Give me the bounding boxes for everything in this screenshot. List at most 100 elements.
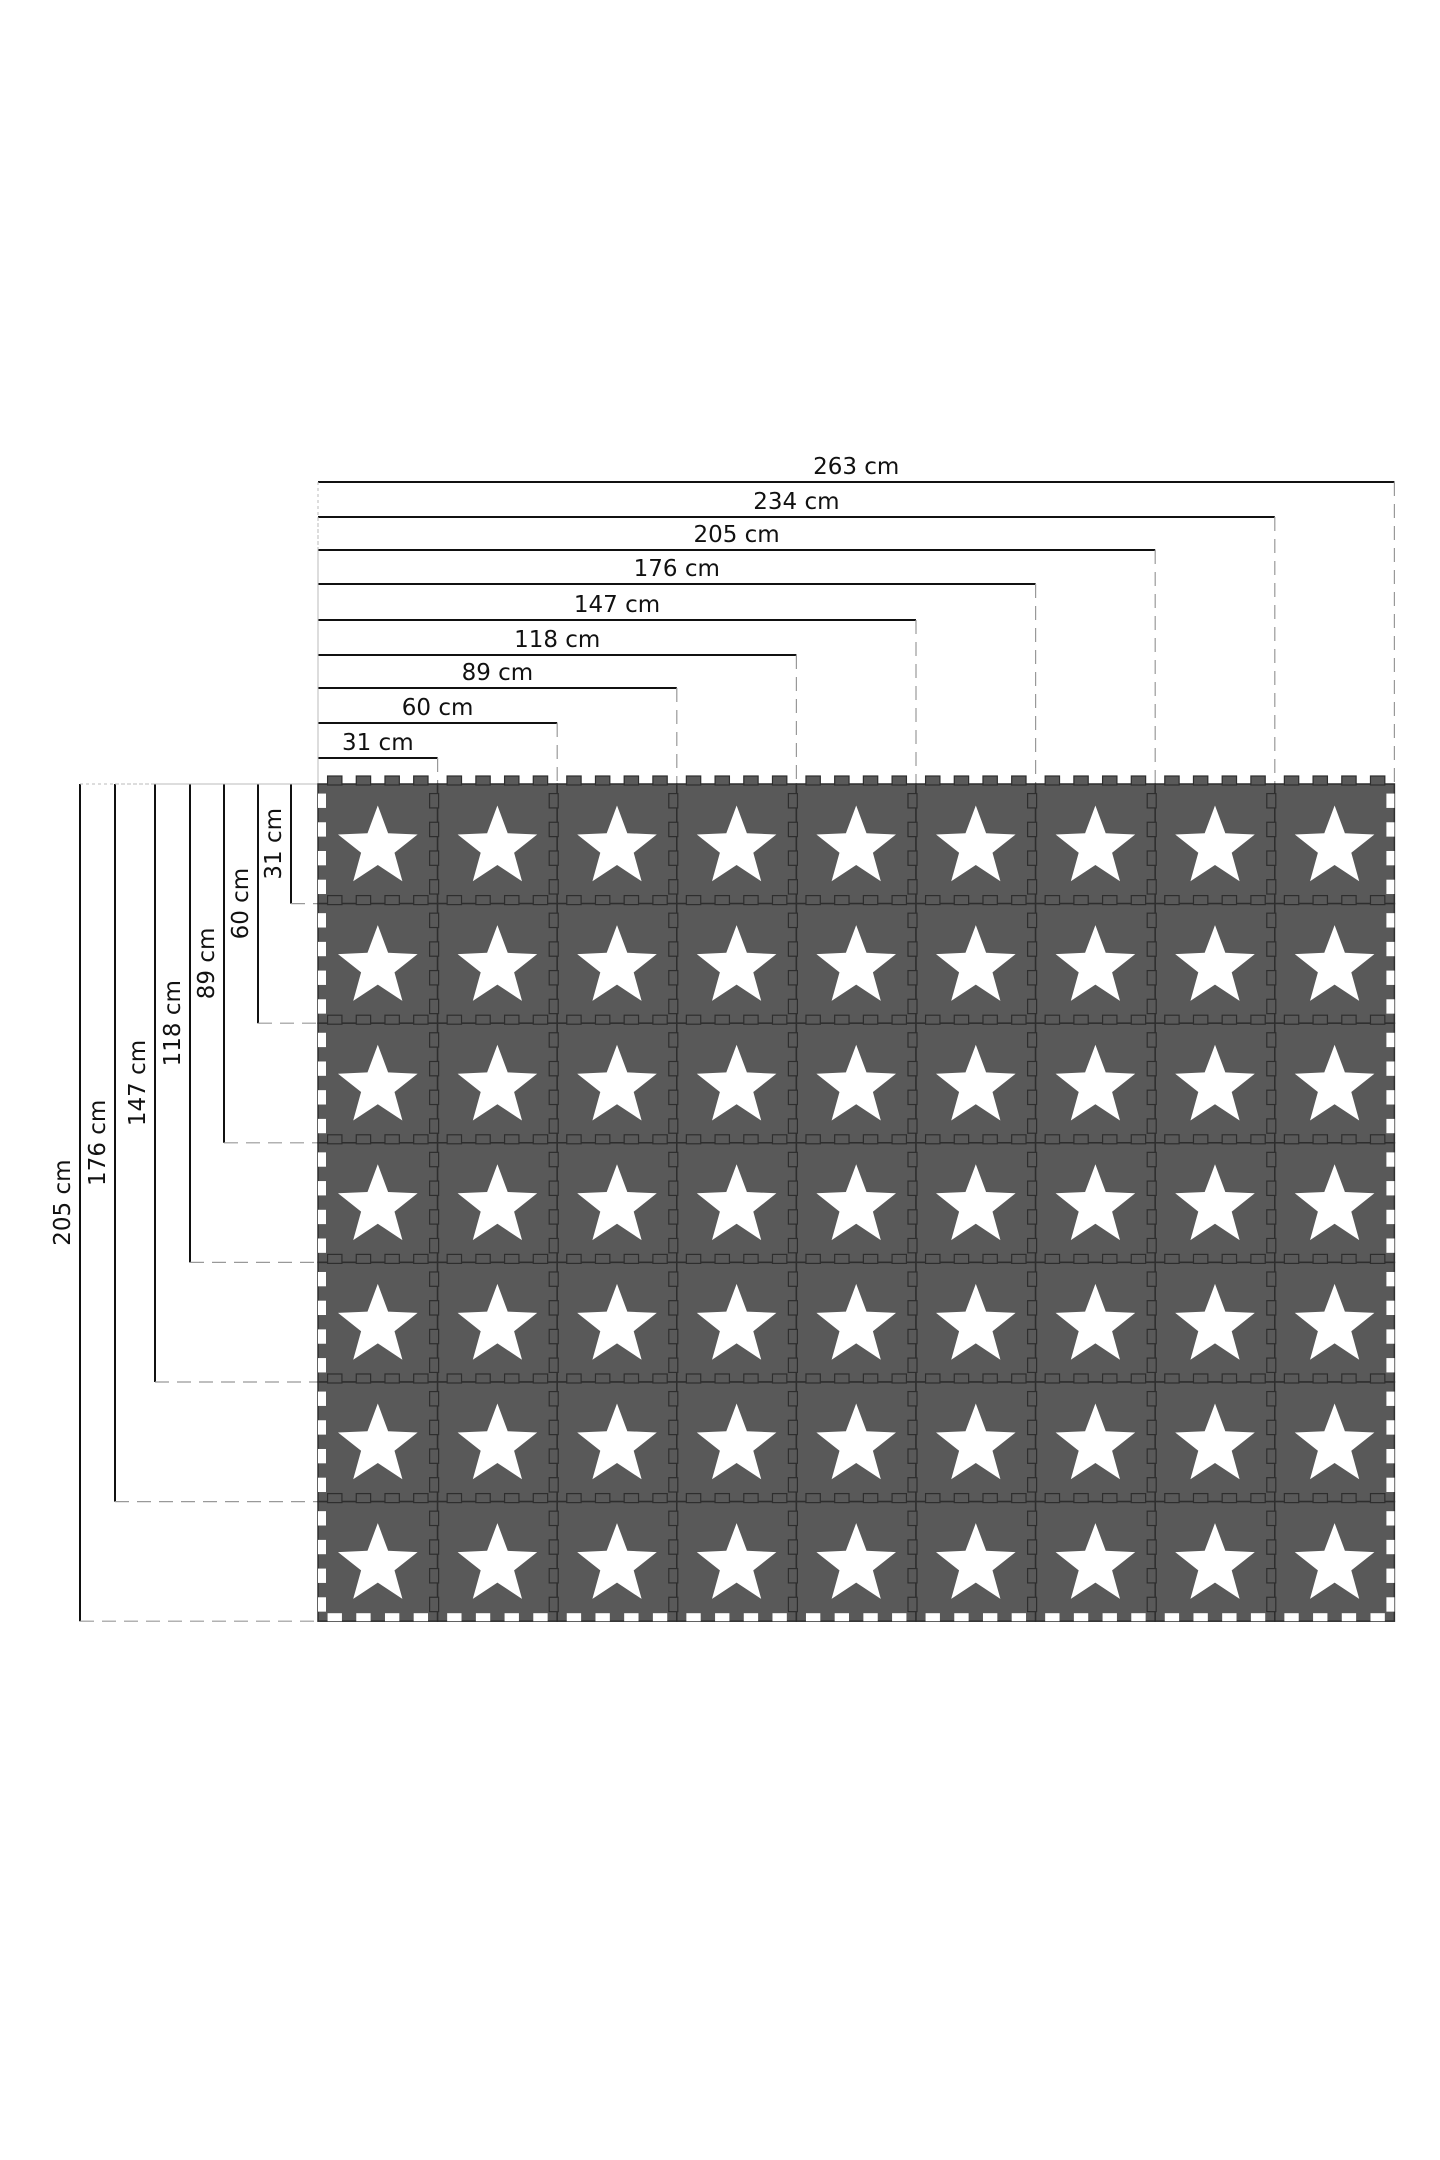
mat-tile — [436, 783, 558, 905]
star-icon — [338, 1283, 418, 1360]
puzzle-mat — [317, 775, 1396, 1622]
mat-tile — [1154, 783, 1276, 905]
star-icon — [338, 1044, 418, 1121]
star-icon — [1055, 1403, 1136, 1480]
mat-tile — [436, 1381, 558, 1503]
dimension-label: 234 cm — [753, 489, 839, 515]
mat-tile — [556, 1142, 678, 1264]
star-icon — [936, 805, 1016, 882]
mat-tile — [1034, 783, 1156, 905]
mat-tile — [1274, 1022, 1396, 1144]
mat-tile — [436, 1022, 558, 1144]
mat-tile — [1154, 1500, 1276, 1622]
mat-tile — [915, 902, 1037, 1024]
star-icon — [1175, 805, 1255, 882]
mat-tile — [436, 1142, 558, 1264]
left-dimension: 31 cm — [261, 783, 318, 905]
star-icon — [1294, 1283, 1375, 1360]
star-icon — [696, 1523, 777, 1599]
star-icon — [577, 1283, 657, 1360]
left-dimension: 89 cm — [194, 783, 318, 1144]
mat-tile — [556, 1500, 678, 1622]
top-dimension: 176 cm — [317, 556, 1037, 784]
star-icon — [1055, 1044, 1136, 1121]
left-dimensions: 31 cm 60 cm 89 cm 118 cm 147 cm 176 cm 205 cm — [50, 783, 318, 1622]
star-icon — [457, 1164, 538, 1241]
mat-tile — [1034, 1022, 1156, 1144]
mat-tile — [1034, 902, 1156, 1024]
dimension-label: 147 cm — [125, 1040, 151, 1126]
star-icon — [457, 1403, 538, 1480]
star-icon — [816, 1164, 896, 1241]
dimension-label: 89 cm — [462, 660, 534, 686]
star-icon — [936, 1523, 1016, 1599]
dimension-label: 147 cm — [574, 592, 660, 618]
left-dimension: 118 cm — [160, 783, 318, 1264]
mat-tile — [1034, 1142, 1156, 1264]
top-dimension: 60 cm — [317, 695, 558, 784]
star-icon — [1055, 1283, 1136, 1360]
star-icon — [577, 1403, 657, 1480]
star-icon — [1175, 1283, 1255, 1360]
star-icon — [338, 1164, 418, 1241]
star-icon — [816, 1403, 896, 1480]
dimension-label: 31 cm — [261, 808, 287, 880]
mat-tile — [1274, 1261, 1396, 1383]
mat-tile — [1274, 783, 1396, 905]
mat-tile — [317, 783, 439, 905]
star-icon — [1055, 925, 1136, 1001]
star-icon — [936, 1044, 1016, 1121]
mat-tile — [1154, 1022, 1276, 1144]
mat-tile — [436, 1500, 558, 1622]
mat-tile — [915, 1381, 1037, 1503]
left-dimension: 205 cm — [50, 783, 318, 1622]
interlock-teeth — [318, 775, 1395, 1622]
mat-tile — [317, 1142, 439, 1264]
mat-tile — [676, 1261, 798, 1383]
mat-tile — [1154, 1142, 1276, 1264]
left-dimension: 176 cm — [85, 783, 318, 1503]
star-icon — [1055, 805, 1136, 882]
dimension-label: 205 cm — [50, 1159, 76, 1245]
star-icon — [936, 1283, 1016, 1360]
mat-tile — [676, 902, 798, 1024]
star-icon — [1294, 1164, 1375, 1241]
mat-tile — [1034, 1381, 1156, 1503]
mat-tile — [915, 1142, 1037, 1264]
star-icon — [457, 1283, 538, 1360]
mat-tile — [676, 1022, 798, 1144]
star-icon — [1055, 1523, 1136, 1599]
mat-tile — [1154, 1261, 1276, 1383]
mat-tile — [317, 1500, 439, 1622]
star-icon — [936, 1403, 1016, 1480]
star-icon — [577, 1164, 657, 1241]
mat-tile — [795, 1381, 917, 1503]
mat-tile — [1274, 1142, 1396, 1264]
mat-tile — [795, 783, 917, 905]
top-dimension: 234 cm — [317, 489, 1276, 784]
star-icon — [816, 1044, 896, 1121]
mat-tile — [795, 1261, 917, 1383]
mat-tile — [436, 902, 558, 1024]
star-icon — [1294, 1044, 1375, 1121]
mat-tile — [915, 1500, 1037, 1622]
dimension-label: 89 cm — [194, 928, 220, 1000]
mat-tile — [1274, 1500, 1396, 1622]
star-icon — [696, 1403, 777, 1480]
star-icon — [1294, 805, 1375, 882]
star-icon — [338, 1403, 418, 1480]
star-icon — [577, 1044, 657, 1121]
star-icon — [457, 805, 538, 882]
mat-tile — [915, 1022, 1037, 1144]
star-icon — [577, 805, 657, 882]
star-icon — [936, 1164, 1016, 1241]
mat-tile — [556, 1381, 678, 1503]
top-dimension: 263 cm — [317, 454, 1396, 784]
dimension-label: 205 cm — [693, 522, 779, 548]
mat-tile — [795, 902, 917, 1024]
star-icon — [457, 1523, 538, 1599]
mat-tile — [676, 783, 798, 905]
dimension-label: 118 cm — [160, 980, 186, 1066]
dimension-label: 60 cm — [402, 695, 474, 721]
star-icon — [1294, 1523, 1375, 1599]
